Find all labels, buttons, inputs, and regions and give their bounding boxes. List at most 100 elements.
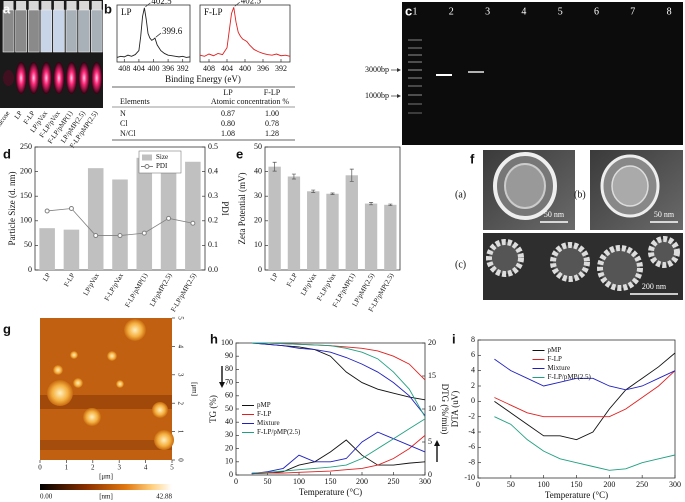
x-tick-label: 100 <box>538 480 550 489</box>
series-line <box>494 358 676 391</box>
error-bar <box>369 202 374 206</box>
plot-title: F-LP <box>204 7 223 17</box>
x-tick-label: 404 <box>221 64 233 73</box>
y-axis-label: DTA (uV) <box>450 391 460 428</box>
panel-label: e <box>236 146 243 161</box>
y-tick-label: 60 <box>225 391 233 400</box>
table-body: N 0.87 1.00 Cl 0.80 0.78 N/Cl 1.08 1.28 <box>120 109 279 138</box>
vial-glow <box>91 62 103 94</box>
x-tick-label: F-LP/pMP(2.5) <box>169 271 198 313</box>
vial-glow <box>66 62 77 94</box>
vial <box>53 9 65 53</box>
y-tick-label: 90 <box>225 351 233 360</box>
pdi-marker <box>68 206 74 211</box>
spectrum-line <box>199 7 291 57</box>
table-cell: 0.87 <box>221 109 235 118</box>
table-cell: Cl <box>120 119 128 128</box>
y-tick-label: 0.0 <box>208 265 218 274</box>
error-bar <box>311 189 316 193</box>
table-cell: N/Cl <box>120 129 136 138</box>
scale-bars <box>540 221 678 295</box>
gel-bands <box>408 39 484 114</box>
x-tick-label: 100 <box>293 477 305 486</box>
y-tick-label: 0.1 <box>208 240 218 249</box>
afm-tick-label: 1 <box>65 464 69 472</box>
y-tick-label: -4 <box>468 427 475 436</box>
y-tick-label: 0.4 <box>208 166 218 175</box>
vesicle-core <box>611 165 649 207</box>
legend-label: F-LP/pMP(2.5) <box>548 373 592 381</box>
panel-label: f <box>470 151 475 166</box>
y-tick-label: 100 <box>20 216 32 225</box>
vial <box>27 9 40 53</box>
colorbar <box>40 484 172 490</box>
vesicles <box>486 236 680 291</box>
y-tick-label: 15 <box>428 371 436 380</box>
legend-swatch <box>142 154 152 161</box>
bar <box>39 228 55 270</box>
vial <box>90 9 103 53</box>
scale-label: 50 nm <box>654 210 675 219</box>
series-line <box>251 342 426 401</box>
xps-table-rules <box>112 86 295 141</box>
vial-glow <box>3 70 14 86</box>
x-axis-label: Temperature (°C) <box>545 490 608 500</box>
error-bar <box>291 173 296 180</box>
y-tick-label: 0 <box>428 470 432 479</box>
table-subheader: Atomic concentration % <box>211 97 290 106</box>
series-line <box>494 416 676 471</box>
vial-label: 5% Glucose <box>0 109 11 141</box>
bar <box>160 157 177 270</box>
y-tick-label: 30 <box>225 430 233 439</box>
table-cell: 1.00 <box>265 109 279 118</box>
bar <box>307 191 320 270</box>
table-cell: 0.78 <box>265 119 279 128</box>
table-header: Elements <box>120 97 150 106</box>
bar <box>63 229 80 270</box>
series-line <box>251 342 426 418</box>
y-tick-label: 200 <box>20 166 32 175</box>
x-tick-label: 400 <box>239 64 251 73</box>
vial-glow <box>78 62 90 94</box>
table-cell: 1.08 <box>221 129 235 138</box>
lane-label: 6 <box>594 6 599 17</box>
axis-arrows <box>219 366 440 462</box>
y-tick-label: 20 <box>428 338 436 347</box>
error-bar <box>330 192 335 195</box>
peak-leader <box>145 2 151 8</box>
bar <box>136 157 153 270</box>
peak-label: 402.5 <box>151 0 172 6</box>
gel-image <box>402 2 683 145</box>
x-tick-label: 200 <box>603 480 615 489</box>
afm-tick-label: 1 <box>176 430 184 434</box>
x-tick-label: 0 <box>234 477 238 486</box>
y-tick-label: 70 <box>225 377 233 386</box>
x-tick-label: 150 <box>325 477 337 486</box>
error-bar <box>272 161 277 172</box>
bar <box>345 175 358 270</box>
y-tick-label: 8 <box>471 335 475 344</box>
x-tick-label: 0 <box>476 480 480 489</box>
bar <box>268 166 281 270</box>
vial <box>40 9 53 53</box>
y-tick-label: 50 <box>24 240 32 249</box>
vial-cap <box>3 1 14 10</box>
x-tick-label: 400 <box>148 64 160 73</box>
x-tick-label: 396 <box>257 64 269 73</box>
lane-label: 1 <box>413 6 418 17</box>
y-axis-label: TG (%) <box>208 395 218 423</box>
panel-label: h <box>210 331 218 346</box>
vial-cap <box>28 1 39 10</box>
x-tick-label: LP/pVax <box>299 271 318 297</box>
y-tick-label: 6 <box>471 350 475 359</box>
panel-label: c <box>405 3 412 18</box>
y-tick-label: -8 <box>468 457 475 466</box>
legend-label: pMP <box>548 346 562 354</box>
pdi-marker <box>117 233 123 239</box>
colorbar-label: 0.00 <box>40 493 53 501</box>
error-bar <box>388 203 393 206</box>
plot-frame <box>477 339 676 479</box>
bar <box>112 179 128 270</box>
tem-label: (c) <box>455 259 466 270</box>
